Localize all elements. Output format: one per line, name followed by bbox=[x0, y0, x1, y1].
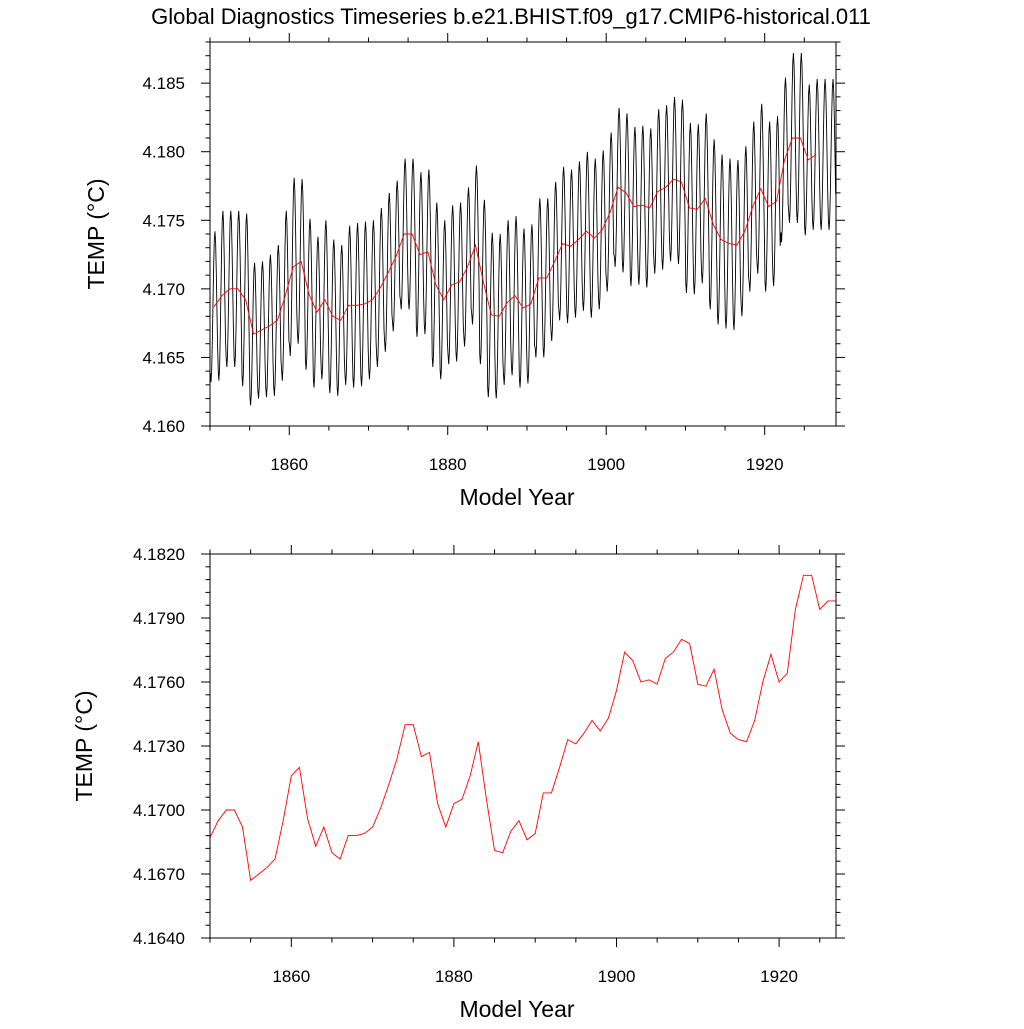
y-tick-label: 4.1790 bbox=[133, 609, 185, 628]
x-tick-label: 1880 bbox=[435, 967, 473, 986]
x-tick-label: 1880 bbox=[429, 455, 467, 474]
monthly-series-line bbox=[210, 52, 836, 406]
x-tick-label: 1900 bbox=[587, 455, 625, 474]
y-tick-label: 4.175 bbox=[142, 211, 185, 230]
y-tick-label: 4.1700 bbox=[133, 801, 185, 820]
tick-marks bbox=[201, 545, 845, 947]
y-tick-label: 4.1820 bbox=[133, 545, 185, 564]
figure-title: Global Diagnostics Timeseries b.e21.BHIS… bbox=[151, 4, 871, 29]
y-tick-label: 4.170 bbox=[142, 280, 185, 299]
y-tick-label: 4.1640 bbox=[133, 929, 185, 948]
x-tick-label: 1900 bbox=[598, 967, 636, 986]
y-axis-label: TEMP (°C) bbox=[83, 179, 109, 290]
y-tick-label: 4.1760 bbox=[133, 673, 185, 692]
x-axis-label: Model Year bbox=[459, 996, 574, 1022]
x-tick-label: 1860 bbox=[270, 455, 308, 474]
annual-series-line bbox=[213, 137, 817, 335]
y-tick-label: 4.165 bbox=[142, 348, 185, 367]
y-tick-label: 4.180 bbox=[142, 143, 185, 162]
tick-marks bbox=[201, 33, 845, 435]
y-tick-label: 4.1730 bbox=[133, 737, 185, 756]
y-axis-label: TEMP (°C) bbox=[71, 691, 97, 802]
y-tick-label: 4.1670 bbox=[133, 865, 185, 884]
plot-frame bbox=[209, 553, 837, 939]
x-tick-label: 1920 bbox=[760, 967, 798, 986]
annual-series-line bbox=[210, 574, 836, 882]
y-tick-label: 4.160 bbox=[142, 417, 185, 436]
x-tick-label: 1860 bbox=[272, 967, 310, 986]
bottom-panel: 1860 1880 1900 1920 4.1640 4.1670 4.1700 4.1730… bbox=[71, 545, 845, 1022]
x-tick-label: 1920 bbox=[746, 455, 784, 474]
top-panel: 1860 1880 1900 1920 4.160 4.165 4.170 4.175 4.18… bbox=[83, 33, 845, 510]
y-tick-label: 4.185 bbox=[142, 74, 185, 93]
x-axis-label: Model Year bbox=[459, 484, 574, 510]
